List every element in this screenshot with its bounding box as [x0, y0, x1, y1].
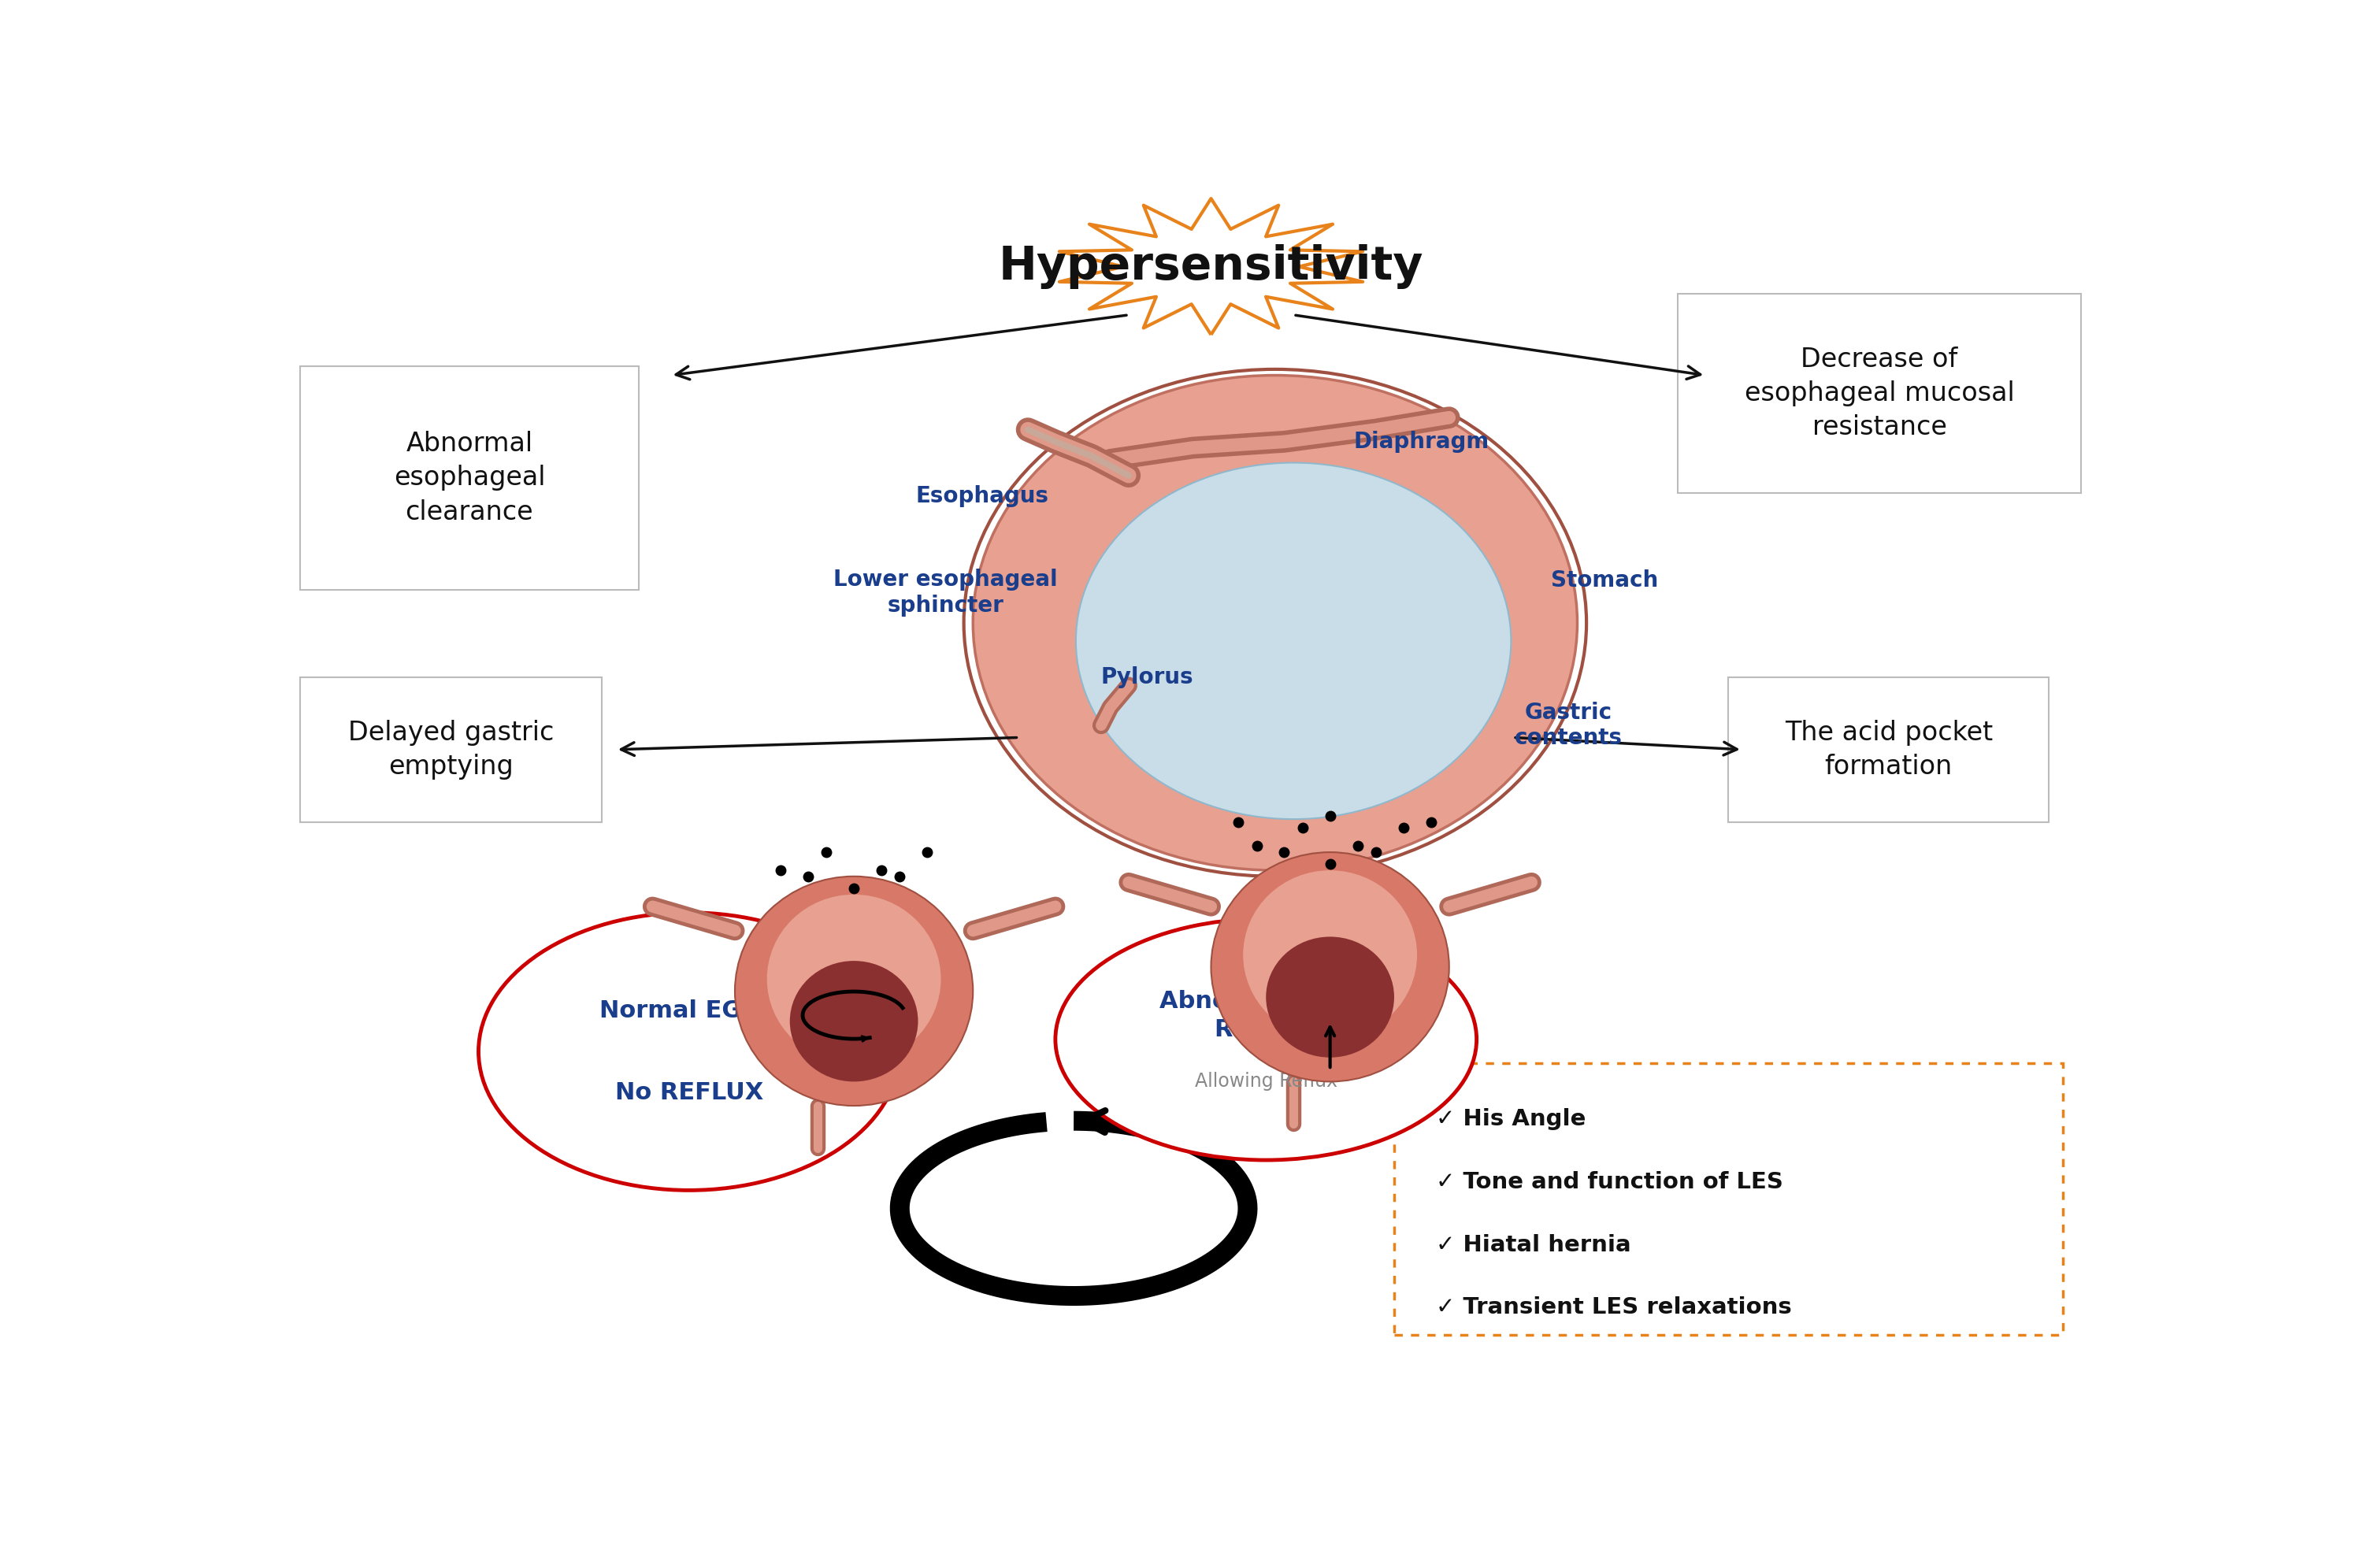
Text: The acid pocket
formation: The acid pocket formation [1784, 720, 1992, 779]
Text: Diaphragm: Diaphragm [1354, 431, 1489, 453]
Text: Pylorus: Pylorus [1101, 666, 1193, 688]
Text: Lower esophageal
sphincter: Lower esophageal sphincter [834, 569, 1059, 616]
Ellipse shape [1267, 936, 1394, 1057]
Text: Gastric
contents: Gastric contents [1515, 701, 1621, 750]
FancyBboxPatch shape [300, 367, 638, 590]
Text: Hypersensitivity: Hypersensitivity [1000, 245, 1423, 289]
Text: Stomach: Stomach [1550, 569, 1659, 591]
Ellipse shape [1243, 870, 1418, 1040]
Text: ✓ Hiatal hernia: ✓ Hiatal hernia [1437, 1234, 1630, 1256]
Text: Esophagus: Esophagus [914, 485, 1049, 506]
Text: ✓ His Angle: ✓ His Angle [1437, 1109, 1586, 1131]
Ellipse shape [768, 894, 940, 1063]
Text: ✓ Tone and function of LES: ✓ Tone and function of LES [1437, 1171, 1784, 1193]
Text: Delayed gastric
emptying: Delayed gastric emptying [347, 720, 553, 779]
Ellipse shape [1056, 919, 1477, 1160]
Ellipse shape [477, 913, 900, 1190]
Ellipse shape [1075, 463, 1510, 818]
FancyBboxPatch shape [1678, 293, 2082, 492]
Ellipse shape [974, 375, 1578, 870]
FancyBboxPatch shape [300, 677, 603, 822]
Text: Allowing Reflux: Allowing Reflux [1196, 1073, 1337, 1091]
FancyBboxPatch shape [1727, 677, 2049, 822]
Text: Decrease of
esophageal mucosal
resistance: Decrease of esophageal mucosal resistanc… [1744, 347, 2013, 441]
Ellipse shape [789, 961, 917, 1082]
Ellipse shape [1210, 853, 1449, 1082]
Text: ✓ Transient LES relaxations: ✓ Transient LES relaxations [1437, 1297, 1791, 1319]
FancyBboxPatch shape [1394, 1063, 2063, 1336]
Text: Normal EGJ =

No REFLUX: Normal EGJ = No REFLUX [600, 999, 780, 1104]
Text: Abnormal EGJ =
REFLUX: Abnormal EGJ = REFLUX [1160, 989, 1373, 1041]
Ellipse shape [735, 877, 974, 1105]
Text: Abnormal
esophageal
clearance: Abnormal esophageal clearance [395, 431, 546, 525]
